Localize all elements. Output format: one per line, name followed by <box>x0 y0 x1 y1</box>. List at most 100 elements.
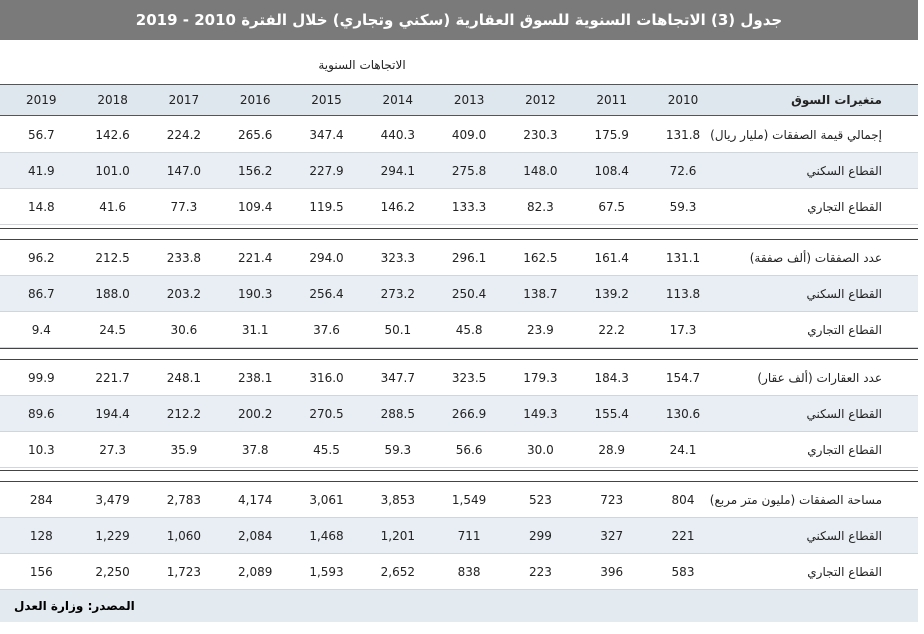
cell-value: 23.9 <box>527 323 554 337</box>
cell-value: 45.5 <box>313 443 340 457</box>
row-label: القطاع السكني <box>806 529 882 543</box>
row-label: عدد العقارات (ألف عقار) <box>757 371 882 385</box>
cell-value: 154.7 <box>665 371 701 385</box>
cell-value: 37.8 <box>241 443 269 457</box>
cell-value: 146.2 <box>380 200 415 214</box>
cell-value: 194.4 <box>95 407 130 421</box>
cell-value: 294.0 <box>309 251 344 265</box>
cell-value: 67.5 <box>598 200 626 214</box>
title: جدول (3) الاتجاهات السنوية للسوق العقاري… <box>135 11 783 29</box>
cell-value: 1,549 <box>451 493 487 507</box>
table-row <box>0 312 918 348</box>
cell-value: 22.2 <box>598 323 626 337</box>
header-label: متغيرات السوق <box>791 93 882 107</box>
cell-value: 113.8 <box>665 287 701 301</box>
cell-value: 56.7 <box>27 128 55 142</box>
cell-value: 396 <box>600 565 624 579</box>
cell-value: 223 <box>528 565 552 579</box>
cell-value: 227.9 <box>309 164 344 178</box>
cell-value: 224.2 <box>166 128 202 142</box>
cell-value: 256.4 <box>309 287 344 301</box>
row-label: القطاع التجاري <box>807 323 882 337</box>
cell-value: 72.6 <box>669 164 697 178</box>
cell-value: 28.9 <box>598 443 626 457</box>
year: 2015 <box>311 93 342 107</box>
cell-value: 221.7 <box>95 371 130 385</box>
cell-value: 284 <box>29 493 53 507</box>
group-separator <box>0 470 918 482</box>
cell-value: 59.3 <box>384 443 412 457</box>
cell-value: 523 <box>528 493 552 507</box>
cell-value: 212.5 <box>95 251 130 265</box>
table-row <box>0 117 918 153</box>
cell-value: 149.3 <box>523 407 558 421</box>
cell-value: 2,250 <box>95 565 130 579</box>
cell-value: 1,229 <box>95 529 130 543</box>
cell-value: 3,853 <box>380 493 415 507</box>
table-row <box>0 518 918 554</box>
cell-value: 316.0 <box>309 371 344 385</box>
cell-value: 31.1 <box>241 323 269 337</box>
cell-value: 323.5 <box>451 371 487 385</box>
cell-value: 139.2 <box>594 287 629 301</box>
cell-value: 24.5 <box>99 323 126 337</box>
row-label: إجمالي قيمة الصفقات (مليار ريال) <box>710 128 882 142</box>
cell-value: 41.9 <box>27 164 55 178</box>
table-row <box>0 240 918 276</box>
year: 2013 <box>453 93 485 107</box>
cell-value: 275.8 <box>451 164 487 178</box>
cell-value: 155.4 <box>594 407 629 421</box>
cell-value: 804 <box>671 493 695 507</box>
source: المصدر: وزارة العدل <box>14 599 135 613</box>
cell-value: 327 <box>600 529 624 543</box>
cell-value: 37.6 <box>313 323 340 337</box>
table-row <box>0 554 918 590</box>
cell-value: 1,468 <box>309 529 344 543</box>
cell-value: 130.6 <box>665 407 701 421</box>
cell-value: 723 <box>600 493 624 507</box>
cell-value: 27.3 <box>99 443 126 457</box>
cell-value: 133.3 <box>451 200 487 214</box>
year: 2011 <box>596 93 627 107</box>
table-row <box>0 396 918 432</box>
cell-value: 1,723 <box>166 565 202 579</box>
cell-value: 30.0 <box>527 443 554 457</box>
table-row <box>0 189 918 225</box>
cell-value: 142.6 <box>95 128 130 142</box>
cell-value: 14.8 <box>27 200 55 214</box>
cell-value: 156.2 <box>238 164 273 178</box>
cell-value: 583 <box>671 565 695 579</box>
header-row <box>0 84 918 116</box>
cell-value: 82.3 <box>527 200 554 214</box>
cell-value: 24.1 <box>669 443 697 457</box>
cell-value: 99.9 <box>27 371 55 385</box>
table-row <box>0 276 918 312</box>
year: 2018 <box>97 93 128 107</box>
table-row <box>0 153 918 189</box>
cell-value: 203.2 <box>166 287 202 301</box>
cell-value: 45.8 <box>455 323 483 337</box>
cell-value: 221 <box>671 529 695 543</box>
cell-value: 188.0 <box>95 287 130 301</box>
cell-value: 2,084 <box>238 529 273 543</box>
source-bar: المصدر: وزارة العدل <box>0 590 918 622</box>
cell-value: 4,174 <box>238 493 273 507</box>
cell-value: 119.5 <box>309 200 344 214</box>
cell-value: 711 <box>457 529 481 543</box>
cell-value: 323.3 <box>380 251 415 265</box>
cell-value: 1,201 <box>380 529 415 543</box>
cell-value: 128 <box>29 529 53 543</box>
cell-value: 347.7 <box>380 371 415 385</box>
cell-value: 230.3 <box>523 128 558 142</box>
cell-value: 17.3 <box>669 323 697 337</box>
row-label: عدد الصفقات (ألف صفقة) <box>749 251 882 265</box>
cell-value: 838 <box>457 565 481 579</box>
cell-value: 347.4 <box>309 128 344 142</box>
cell-value: 233.8 <box>166 251 202 265</box>
cell-value: 440.3 <box>380 128 415 142</box>
row-label: القطاع التجاري <box>807 443 882 457</box>
table-row <box>0 482 918 518</box>
cell-value: 200.2 <box>238 407 273 421</box>
cell-value: 299 <box>528 529 552 543</box>
